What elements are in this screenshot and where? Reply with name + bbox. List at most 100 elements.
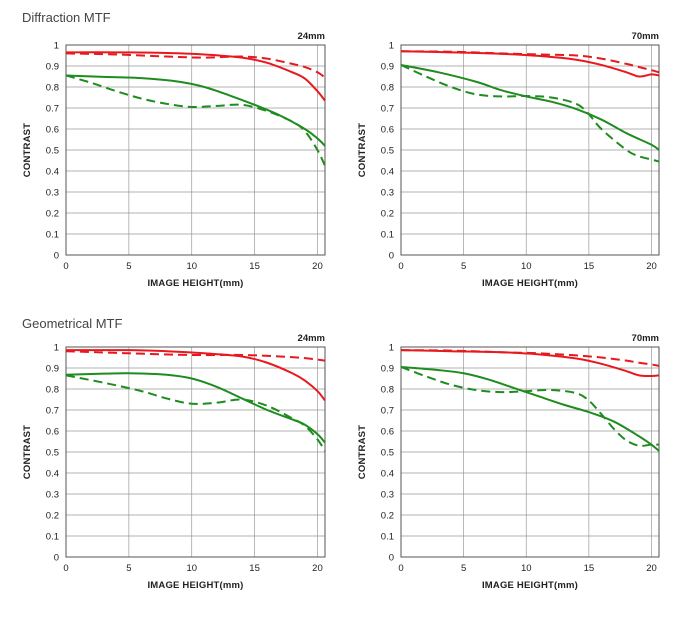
y-tick-label: 1 — [54, 41, 59, 52]
x-tick-label: 5 — [126, 261, 131, 272]
y-tick-label: 1 — [389, 343, 394, 354]
y-tick-label: 0.7 — [381, 104, 394, 115]
y-tick-label: 0.8 — [381, 385, 394, 396]
y-tick-label: 0.5 — [381, 448, 394, 459]
y-tick-label: 0.2 — [381, 511, 394, 522]
y-tick-label: 0 — [54, 553, 59, 564]
y-tick-label: 0.1 — [46, 532, 59, 543]
y-tick-label: 0.7 — [381, 406, 394, 417]
y-tick-label: 0.4 — [46, 469, 59, 480]
series-red-solid — [65, 349, 326, 402]
y-tick-label: 0.3 — [381, 490, 394, 501]
x-tick-label: 5 — [461, 261, 466, 272]
y-tick-label: 0.6 — [381, 125, 394, 136]
plot-frame — [400, 346, 660, 558]
series-red-dashed — [400, 50, 660, 74]
y-tick-label: 0.9 — [381, 62, 394, 73]
x-tick-label: 10 — [521, 261, 532, 272]
y-tick-label: 0.5 — [46, 448, 59, 459]
series-red-solid — [400, 349, 660, 377]
y-tick-label: 1 — [389, 41, 394, 52]
focal-length-label: 24mm — [298, 31, 325, 42]
series-green-dashed — [65, 74, 326, 167]
series-green-solid — [65, 372, 326, 444]
y-tick-label: 0.1 — [381, 532, 394, 543]
y-tick-label: 0.3 — [46, 188, 59, 199]
x-tick-label: 0 — [63, 261, 68, 272]
series-green-solid — [400, 63, 660, 151]
series-green-dashed — [400, 64, 660, 163]
y-tick-label: 0.7 — [46, 104, 59, 115]
x-axis-title: IMAGE HEIGHT(mm) — [482, 278, 578, 289]
y-tick-label: 0.3 — [46, 490, 59, 501]
mtf-chart-1: 00.10.20.30.40.50.60.70.80.910 5 10 15 2070m… — [357, 31, 660, 289]
series-green-solid — [65, 74, 326, 147]
y-tick-label: 0.5 — [46, 146, 59, 157]
x-tick-label: 10 — [521, 563, 532, 574]
mtf-chart-0: 00.10.20.30.40.50.60.70.80.910 5 10 15 2024m… — [22, 31, 326, 289]
y-tick-label: 0.6 — [46, 427, 59, 438]
y-tick-label: 1 — [54, 343, 59, 354]
y-tick-label: 0.1 — [381, 230, 394, 241]
y-tick-label: 0 — [389, 553, 394, 564]
series-red-dashed — [400, 349, 660, 367]
focal-length-label: 70mm — [632, 31, 659, 42]
x-tick-label: 15 — [584, 261, 595, 272]
focal-length-label: 70mm — [632, 333, 659, 344]
x-tick-label: 0 — [398, 563, 403, 574]
y-axis-title: CONTRAST — [22, 425, 33, 479]
y-tick-label: 0.6 — [46, 125, 59, 136]
y-tick-label: 0.8 — [381, 83, 394, 94]
x-tick-label: 20 — [312, 563, 323, 574]
x-tick-label: 5 — [126, 563, 131, 574]
x-tick-label: 20 — [646, 261, 657, 272]
y-tick-label: 0.9 — [381, 364, 394, 375]
y-axis-title: CONTRAST — [357, 123, 368, 177]
x-axis-title: IMAGE HEIGHT(mm) — [147, 580, 243, 591]
series-red-dashed — [65, 52, 326, 79]
plot-frame — [65, 44, 326, 256]
y-tick-label: 0.4 — [46, 167, 59, 178]
x-tick-label: 15 — [249, 563, 260, 574]
y-tick-label: 0.2 — [46, 209, 59, 220]
y-tick-label: 0 — [389, 251, 394, 262]
x-axis-title: IMAGE HEIGHT(mm) — [147, 278, 243, 289]
x-tick-label: 5 — [461, 563, 466, 574]
section-title-diffraction: Diffraction MTF — [22, 10, 111, 25]
focal-length-label: 24mm — [298, 333, 325, 344]
x-tick-label: 15 — [249, 261, 260, 272]
x-tick-label: 15 — [584, 563, 595, 574]
y-tick-label: 0.8 — [46, 385, 59, 396]
y-tick-label: 0.3 — [381, 188, 394, 199]
y-tick-label: 0.5 — [381, 146, 394, 157]
x-tick-label: 10 — [186, 261, 197, 272]
y-tick-label: 0.7 — [46, 406, 59, 417]
y-axis-title: CONTRAST — [22, 123, 33, 177]
x-tick-label: 10 — [186, 563, 197, 574]
mtf-chart-3: 00.10.20.30.40.50.60.70.80.910 5 10 15 2070m… — [357, 333, 660, 591]
y-tick-label: 0.1 — [46, 230, 59, 241]
series-green-solid — [400, 365, 660, 452]
y-tick-label: 0.9 — [46, 364, 59, 375]
y-tick-label: 0.8 — [46, 83, 59, 94]
plot-frame — [65, 346, 326, 558]
series-red-solid — [65, 51, 326, 102]
series-green-dashed — [400, 366, 660, 447]
y-tick-label: 0.4 — [381, 167, 394, 178]
x-tick-label: 20 — [646, 563, 657, 574]
mtf-chart-2: 00.10.20.30.40.50.60.70.80.910 5 10 15 2024m… — [22, 333, 326, 591]
y-tick-label: 0 — [54, 251, 59, 262]
y-tick-label: 0.9 — [46, 62, 59, 73]
x-tick-label: 0 — [398, 261, 403, 272]
y-axis-title: CONTRAST — [357, 425, 368, 479]
x-axis-title: IMAGE HEIGHT(mm) — [482, 580, 578, 591]
y-tick-label: 0.2 — [381, 209, 394, 220]
series-red-dashed — [65, 350, 326, 362]
section-title-geometrical: Geometrical MTF — [22, 316, 123, 331]
x-tick-label: 20 — [312, 261, 323, 272]
x-tick-label: 0 — [63, 563, 68, 574]
y-tick-label: 0.4 — [381, 469, 394, 480]
series-green-dashed — [65, 374, 326, 452]
y-tick-label: 0.6 — [381, 427, 394, 438]
